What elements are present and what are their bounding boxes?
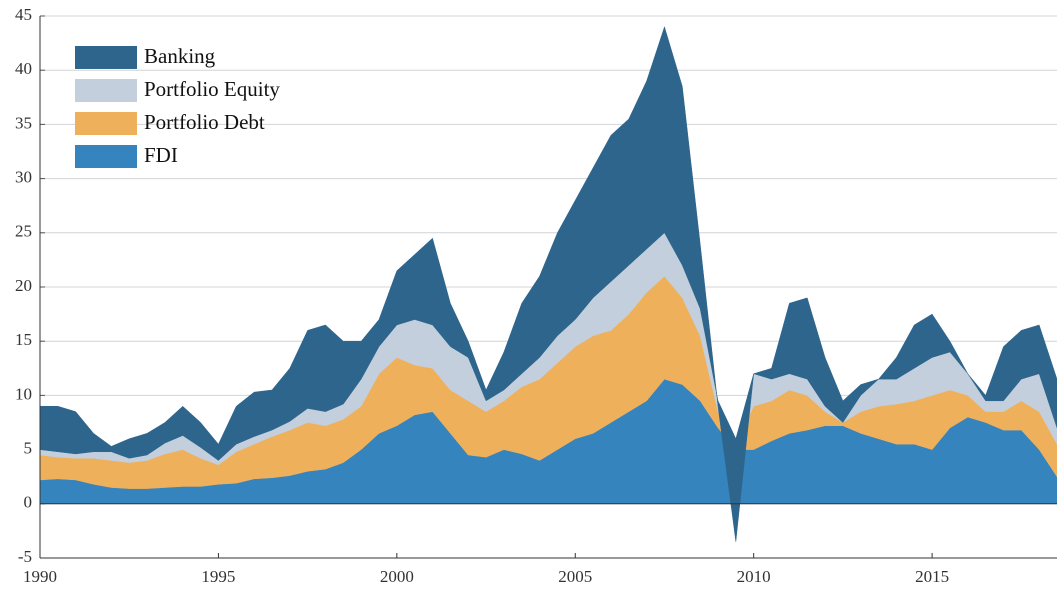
y-tick-label: -5 [18, 547, 32, 566]
y-tick-label: 0 [24, 493, 33, 512]
area [39, 26, 1057, 542]
y-tick-label: 25 [15, 222, 32, 241]
legend-label: Banking [144, 44, 216, 68]
legend-swatch [75, 79, 137, 102]
x-tick-label: 2000 [380, 567, 414, 586]
legend-label: Portfolio Equity [144, 77, 280, 101]
y-tick-label: 10 [15, 384, 32, 403]
x-tick-label: 1995 [201, 567, 235, 586]
x-tick-label: 2015 [915, 567, 949, 586]
legend-swatch [75, 46, 137, 69]
legend-swatch [75, 145, 137, 168]
legend-swatch [75, 112, 137, 135]
y-tick-label: 5 [24, 439, 33, 458]
y-tick-label: 35 [15, 113, 32, 132]
x-tick-label: 2010 [737, 567, 771, 586]
legend-label: Portfolio Debt [144, 110, 265, 134]
y-tick-label: 15 [15, 330, 32, 349]
y-tick-label: 20 [15, 276, 32, 295]
legend: Banking Portfolio Equity Portfolio Debt FDI [75, 44, 280, 168]
x-tick-label: 2005 [558, 567, 592, 586]
y-tick-label: 30 [15, 168, 32, 187]
y-tick-label: 45 [15, 5, 32, 24]
y-tick-label: 40 [15, 59, 32, 78]
x-tick-label: 1990 [23, 567, 57, 586]
legend-label: FDI [144, 143, 178, 167]
